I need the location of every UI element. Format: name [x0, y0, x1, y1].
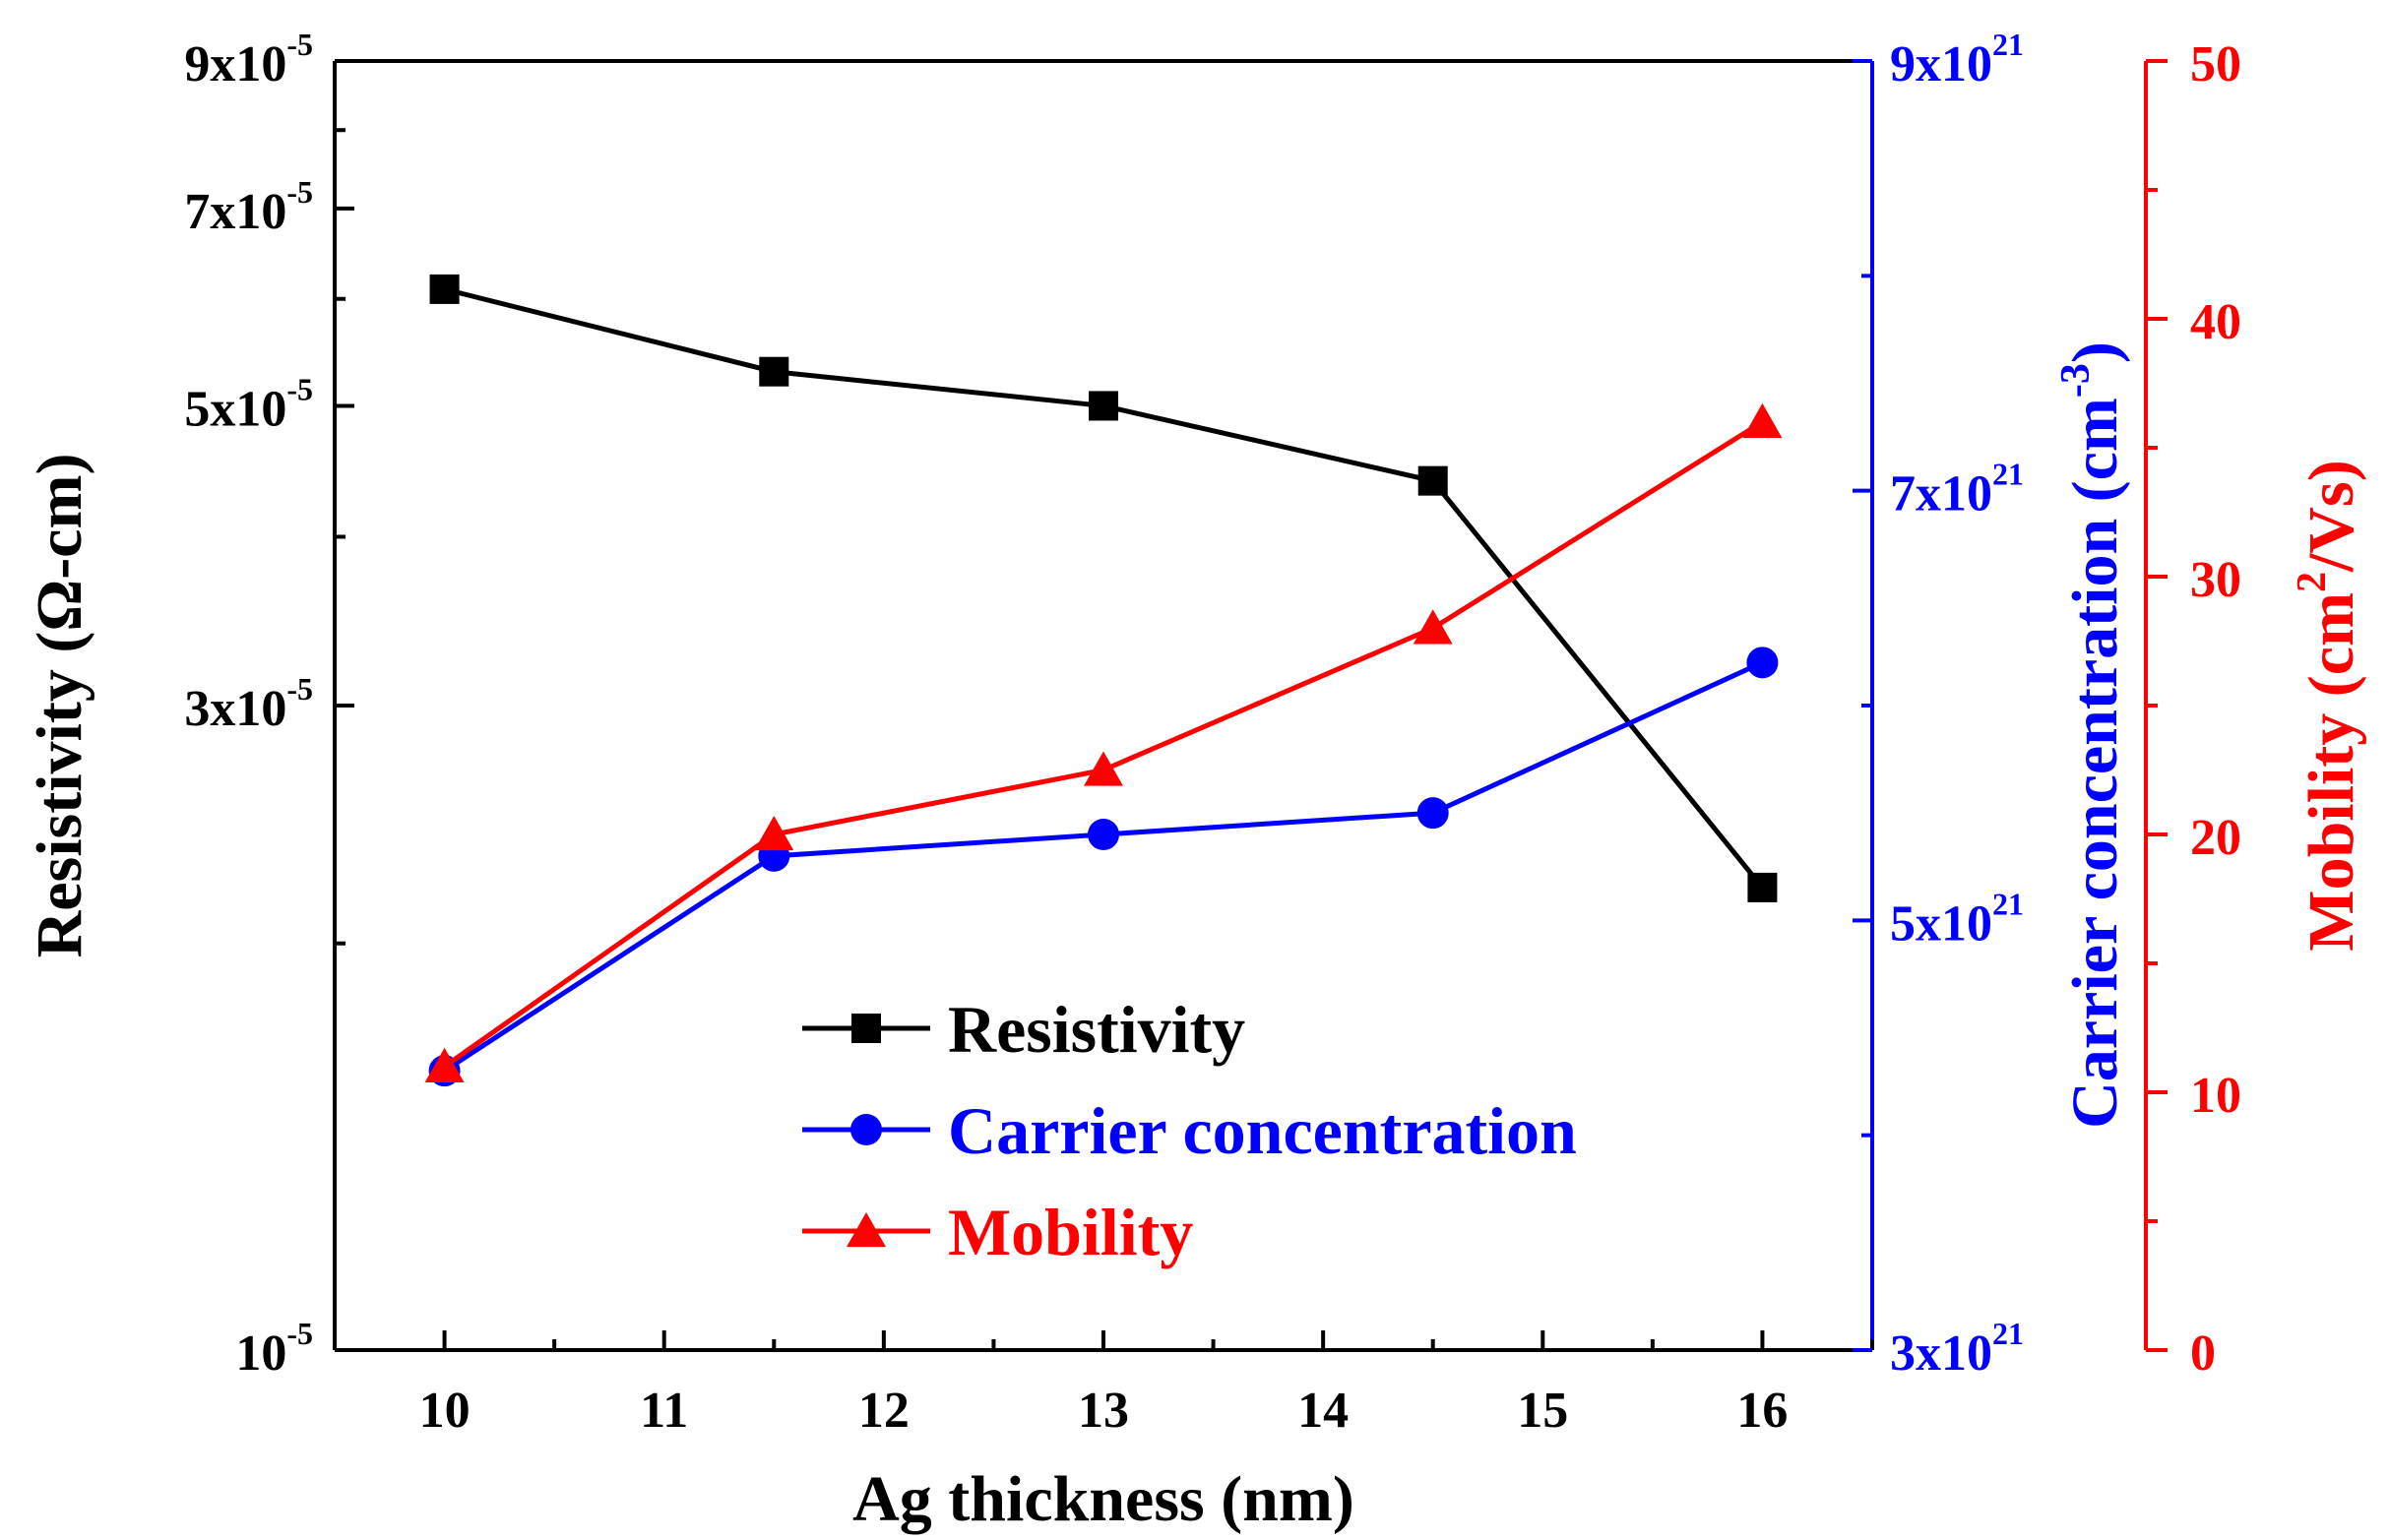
x-tick-label: 11	[640, 1383, 688, 1439]
left-tick-base: 3x10	[184, 681, 286, 737]
legend-label-carrier-concentration: Carrier concentration	[948, 1093, 1577, 1168]
mobility-point	[1084, 751, 1123, 786]
mobility-axis-label-superscript: 2	[2290, 572, 2335, 592]
resistivity-point	[759, 356, 789, 387]
left-tick-base: 9x10	[184, 36, 286, 92]
x-axis-label: Ag thickness (nm)	[852, 1463, 1354, 1535]
mobility-axis-label-text: Mobility (cm	[2295, 592, 2367, 952]
mobility-tick-label: 30	[2190, 552, 2241, 608]
carrier-concentration-point	[1088, 819, 1119, 850]
left-tick-exponent: -5	[286, 27, 313, 62]
series-layer	[424, 274, 1783, 1087]
carrier-axis-label-text: Carrier concentration (cm	[2059, 398, 2131, 1129]
legend-marker-carrier-concentration	[850, 1114, 882, 1145]
carrier-axis-label-superscript: -3	[2053, 363, 2099, 398]
left-axis-label: Resistivity (Ω-cm)	[24, 454, 95, 958]
carrier-axis-label-close: )	[2059, 341, 2131, 363]
carrier-tick-base: 9x10	[1890, 36, 1992, 92]
legend: Resistivity Carrier concentration Mobility	[802, 992, 1577, 1269]
mobility-point	[424, 1047, 465, 1082]
resistivity-point	[1089, 391, 1118, 421]
legend-label-resistivity: Resistivity	[948, 992, 1245, 1067]
carrier-concentration-point	[1416, 797, 1449, 830]
carrier-tick-exponent: 21	[1992, 886, 2024, 921]
carrier-tick-exponent: 21	[1992, 27, 2024, 62]
left-tick-label: 10-5	[235, 1316, 313, 1382]
mobility-tick-label: 10	[2190, 1068, 2241, 1124]
mobility-axis-label: Mobility (cm2/Vs)	[2290, 460, 2367, 951]
resistivity-point	[1417, 465, 1448, 496]
mobility-tick-label: 50	[2190, 36, 2241, 92]
mobility-tick-label: 0	[2190, 1325, 2216, 1382]
left-tick-exponent: -5	[286, 174, 313, 210]
carrier-tick-base: 3x10	[1890, 1325, 1992, 1382]
mobility-point	[1742, 402, 1783, 438]
x-tick-label: 12	[858, 1383, 910, 1439]
left-tick-exponent: -5	[286, 1316, 313, 1351]
left-tick-base: 5x10	[184, 381, 286, 437]
carrier-tick-label: 7x1021	[1890, 457, 2024, 523]
x-tick-label: 13	[1078, 1383, 1129, 1439]
left-tick-base: 10	[235, 1325, 286, 1382]
left-tick-exponent: -5	[286, 371, 313, 406]
mobility-point	[754, 816, 794, 851]
carrier-tick-base: 5x10	[1890, 895, 1992, 952]
carrier-concentration-point	[1746, 647, 1779, 679]
mobility-tick-label: 40	[2190, 294, 2241, 350]
legend-marker-resistivity	[851, 1014, 881, 1043]
legend-label-mobility: Mobility	[948, 1195, 1193, 1269]
resistivity-point	[1747, 872, 1778, 902]
x-tick-label: 10	[419, 1383, 471, 1439]
carrier-tick-exponent: 21	[1992, 457, 2024, 492]
legend-marker-mobility	[847, 1212, 886, 1248]
mobility-tick-label: 20	[2190, 810, 2241, 866]
carrier-axis-label: Carrier concentration (cm-3)	[2053, 341, 2131, 1129]
left-tick-label: 9x10-5	[184, 27, 313, 92]
carrier-tick-exponent: 21	[1992, 1316, 2024, 1351]
carrier-tick-base: 7x10	[1890, 466, 1992, 523]
mobility-axis-label-close: /Vs)	[2295, 460, 2367, 573]
left-tick-label: 7x10-5	[184, 174, 313, 240]
mobility-point	[1413, 609, 1453, 645]
x-tick-label: 15	[1517, 1383, 1568, 1439]
left-tick-exponent: -5	[286, 671, 313, 707]
x-tick-label: 16	[1736, 1383, 1788, 1439]
x-tick-label: 14	[1297, 1383, 1349, 1439]
carrier-tick-label: 9x1021	[1890, 27, 2024, 92]
left-tick-label: 3x10-5	[184, 671, 313, 737]
left-tick-label: 5x10-5	[184, 371, 313, 437]
left-tick-base: 7x10	[184, 184, 286, 240]
resistivity-point	[429, 274, 460, 304]
carrier-tick-label: 5x1021	[1890, 886, 2024, 952]
carrier-tick-label: 3x1021	[1890, 1316, 2024, 1382]
